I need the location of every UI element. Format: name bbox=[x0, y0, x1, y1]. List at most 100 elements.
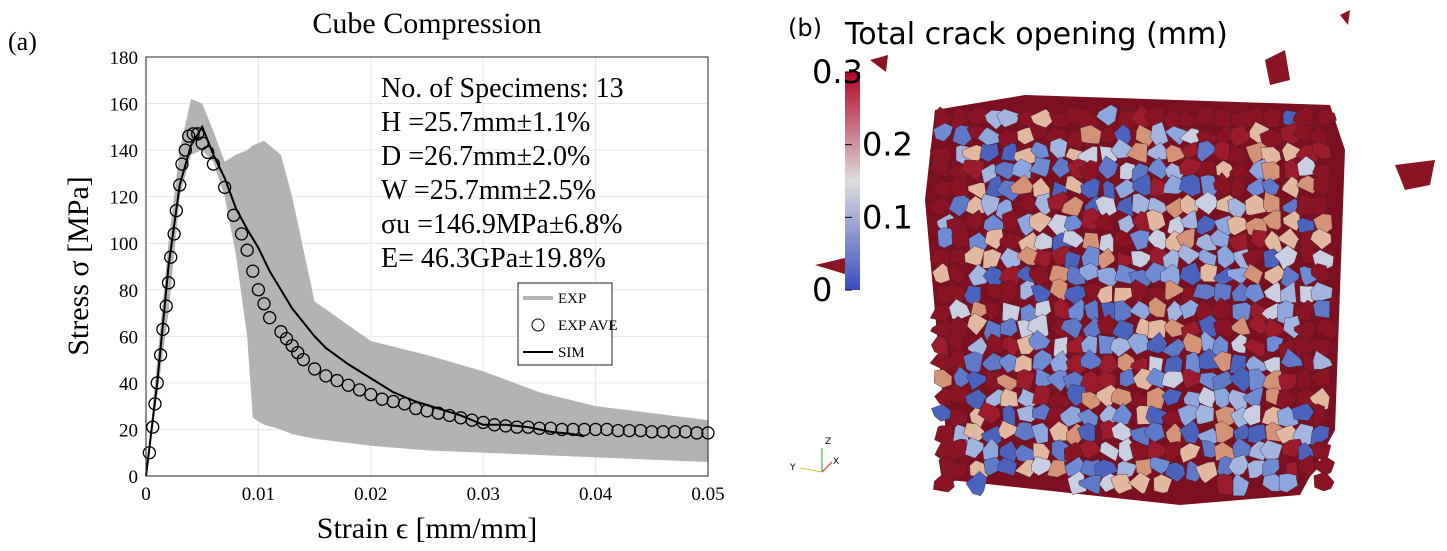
exp-ave-marker bbox=[319, 369, 333, 383]
axis-triad-label: X bbox=[833, 457, 839, 467]
crack-cell bbox=[1093, 459, 1119, 478]
crack-cell bbox=[937, 227, 956, 249]
crack-cell bbox=[934, 425, 955, 445]
exp-band bbox=[146, 98, 708, 477]
crack-cell bbox=[1000, 142, 1019, 162]
crack-cell bbox=[1227, 215, 1250, 236]
axis-triad-label: Y bbox=[789, 463, 796, 473]
crack-cell bbox=[1030, 456, 1053, 476]
legend-label: SIM bbox=[558, 345, 585, 361]
y-axis-label: Stress σ [MPa] bbox=[62, 176, 95, 356]
crack-cell bbox=[966, 312, 988, 336]
crack-cell bbox=[1263, 281, 1283, 303]
annotation: E= 46.3GPa±19.8% bbox=[381, 243, 606, 274]
fragment bbox=[815, 258, 848, 275]
crack-cell bbox=[1230, 333, 1248, 354]
y-tick-label: 140 bbox=[110, 141, 139, 162]
crack-cell bbox=[1242, 338, 1266, 358]
crack-cell bbox=[1096, 313, 1116, 336]
y-tick-label: 180 bbox=[110, 48, 139, 69]
exp-ave-marker bbox=[206, 157, 221, 171]
crack-cell bbox=[1149, 177, 1167, 196]
y-tick-label: 60 bbox=[119, 327, 138, 348]
legend-marker bbox=[531, 318, 545, 332]
crack-cell bbox=[1195, 461, 1218, 484]
crack-cell bbox=[1016, 369, 1036, 391]
crack-cell bbox=[984, 369, 1002, 391]
crack-cell bbox=[1079, 262, 1102, 282]
crack-cell bbox=[1078, 440, 1102, 459]
exp-ave-marker bbox=[645, 425, 659, 439]
crack-cell bbox=[1129, 229, 1150, 251]
sim-line bbox=[145, 124, 585, 477]
crack-cell bbox=[1247, 424, 1267, 444]
crack-cell bbox=[1212, 351, 1232, 372]
crack-cell bbox=[1280, 347, 1303, 368]
fragment bbox=[1265, 50, 1290, 85]
y-tick-label: 100 bbox=[110, 234, 139, 255]
crack-cell bbox=[1051, 156, 1071, 179]
colorbar-title: Total crack opening (mm) bbox=[844, 17, 1228, 52]
crack-cell bbox=[1311, 141, 1332, 159]
fragment bbox=[1395, 160, 1435, 190]
crack-cell bbox=[932, 262, 951, 284]
crack-cell bbox=[1153, 474, 1173, 494]
crack-cell bbox=[948, 282, 966, 303]
exp-ave-marker bbox=[566, 422, 580, 437]
crack-cell bbox=[1212, 171, 1232, 195]
exp-ave-marker bbox=[201, 145, 215, 160]
crack-cell bbox=[1078, 475, 1102, 495]
exp-ave-marker bbox=[240, 243, 254, 257]
x-axis-label: Strain ϵ [mm/mm] bbox=[317, 512, 537, 545]
crack-cell bbox=[1127, 333, 1152, 355]
crack-cell bbox=[962, 209, 983, 231]
fragment bbox=[1340, 10, 1350, 25]
exp-ave-marker bbox=[175, 157, 189, 171]
exp-ave-marker bbox=[656, 425, 670, 439]
x-tick-label: 0.04 bbox=[579, 484, 613, 505]
crack-cell bbox=[1148, 296, 1167, 318]
exp-ave-marker bbox=[307, 362, 322, 376]
crack-cell bbox=[927, 197, 950, 217]
fragment bbox=[870, 55, 888, 72]
crack-cell bbox=[1067, 470, 1087, 496]
colorbar-tick-label: 0.1 bbox=[862, 198, 913, 236]
crack-cell bbox=[1194, 191, 1219, 215]
crack-cell bbox=[1243, 106, 1266, 129]
crack-cell bbox=[1179, 262, 1203, 286]
exp-ave-marker bbox=[218, 180, 232, 195]
crack-cell bbox=[946, 349, 966, 372]
crack-cell bbox=[964, 437, 984, 459]
crack-cell bbox=[1313, 173, 1332, 198]
plot-frame bbox=[145, 56, 709, 477]
y-tick-label: 20 bbox=[119, 420, 138, 441]
exp-ave-marker bbox=[690, 426, 704, 440]
crack-cell bbox=[997, 457, 1018, 476]
crack-cell bbox=[933, 470, 955, 493]
crack-cell bbox=[933, 369, 953, 389]
crack-cell bbox=[1249, 229, 1270, 249]
crack-cell bbox=[1096, 104, 1118, 127]
x-tick-label: 0.02 bbox=[354, 484, 387, 505]
crack-cell bbox=[1296, 367, 1312, 390]
crack-cell bbox=[1315, 318, 1339, 341]
x-tick-label: 0 bbox=[141, 484, 151, 505]
crack-cell bbox=[1277, 227, 1300, 250]
crack-cell bbox=[1029, 123, 1049, 141]
crack-cell bbox=[1028, 329, 1051, 351]
crack-cell bbox=[1144, 106, 1166, 128]
crack-cell bbox=[1312, 299, 1330, 319]
crack-cell bbox=[1132, 174, 1153, 197]
crack-cell bbox=[1241, 404, 1261, 426]
crack-cell bbox=[1098, 155, 1119, 180]
y-tick-label: 40 bbox=[119, 374, 138, 395]
crack-cell bbox=[1192, 283, 1216, 301]
legend-label: EXP bbox=[558, 291, 586, 307]
crack-cell bbox=[1080, 349, 1104, 370]
y-tick-label: 120 bbox=[110, 188, 139, 209]
crack-cell bbox=[965, 371, 987, 391]
crack-cell bbox=[1313, 471, 1335, 492]
exp-ave-marker bbox=[341, 378, 355, 392]
crack-cell bbox=[961, 159, 985, 181]
